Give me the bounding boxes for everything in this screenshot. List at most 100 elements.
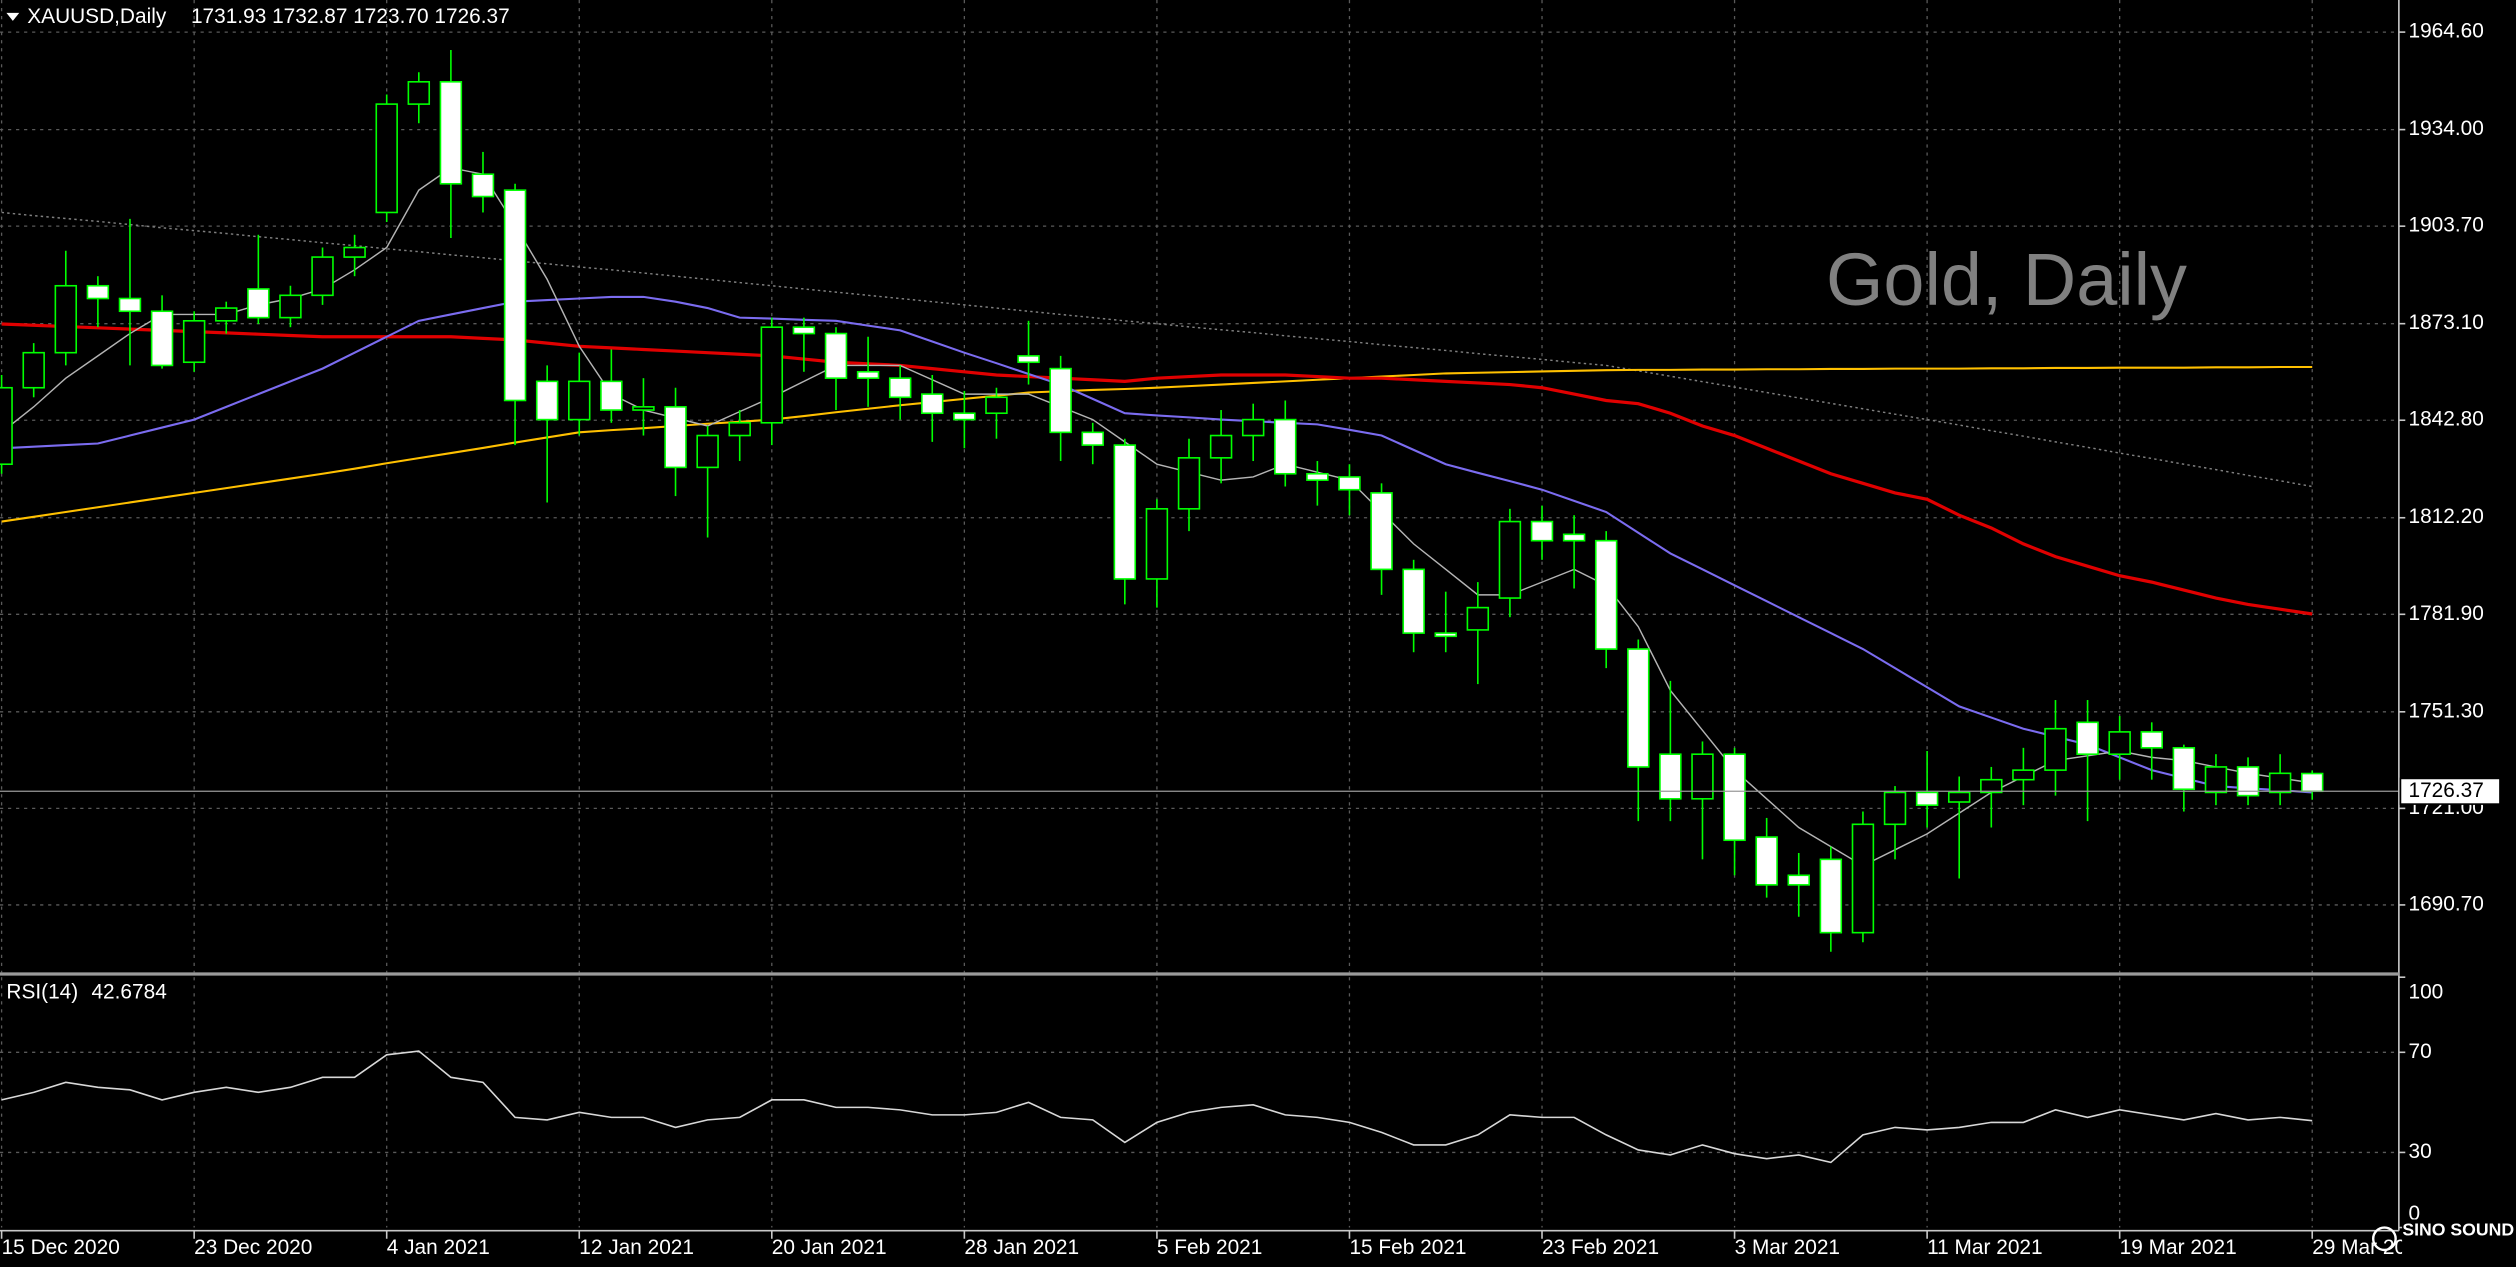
moving-average-line — [1, 295, 2313, 794]
x-tick-label: 12 Jan 2021 — [579, 1236, 694, 1259]
y-tick-label: 70 — [2408, 1040, 2431, 1063]
rsi-title: RSI(14) — [6, 981, 78, 1004]
candle-body — [568, 380, 591, 421]
candle-body — [503, 189, 527, 402]
watermark: Gold, Daily — [1826, 238, 2187, 321]
candle-body — [182, 320, 206, 364]
logo-background — [2402, 1219, 2515, 1265]
x-tick-label: 3 Mar 2021 — [1735, 1236, 1840, 1259]
candle-body — [728, 421, 751, 437]
candle-body — [921, 393, 944, 415]
candle-body — [696, 434, 719, 469]
candle-body — [215, 307, 238, 322]
logo: SINO SOUND — [2371, 1219, 2515, 1265]
candle-body — [1274, 418, 1297, 475]
moving-average-line — [1, 365, 2313, 523]
candle-body — [1819, 858, 1843, 934]
y-tick-label: 1903.70 — [2408, 214, 2483, 237]
candle-body — [1980, 778, 2003, 794]
candle-body — [343, 246, 366, 258]
y-tick-label: 1690.70 — [2408, 892, 2483, 915]
x-tick-label: 20 Jan 2021 — [772, 1236, 887, 1259]
candle-body — [2172, 747, 2196, 791]
candle-body — [1498, 520, 1522, 599]
candle-body — [2268, 772, 2292, 794]
candle-body — [2076, 721, 2099, 756]
current-price-label: 1726.37 — [2408, 779, 2483, 802]
x-tick-label: 29 Mar 2021 — [2312, 1236, 2429, 1259]
y-tick-label: 1934.00 — [2408, 117, 2483, 140]
candle-body — [407, 81, 431, 105]
indicator-line — [1, 1050, 2313, 1164]
symbol-menu-arrow[interactable] — [6, 12, 20, 21]
x-tick-label: 28 Jan 2021 — [964, 1236, 1079, 1259]
candle-body — [311, 256, 334, 297]
price-plot — [0, 49, 2399, 952]
candle-body — [150, 310, 174, 367]
candle-body — [1049, 367, 1072, 434]
candle-body — [471, 173, 495, 198]
candle-body — [1723, 753, 1746, 842]
rsi-value: 42.6784 — [91, 981, 166, 1004]
ohlc-readout: 1731.93 1732.87 1723.70 1726.37 — [191, 5, 510, 28]
candle-body — [1434, 632, 1457, 638]
candle-body — [2236, 766, 2260, 797]
candle-body — [2108, 731, 2131, 756]
y-tick-label: 1873.10 — [2408, 311, 2483, 334]
y-tick-label: 0 — [2408, 1202, 2420, 1225]
y-tick-label: 1781.90 — [2408, 602, 2483, 625]
logo-text: SINO SOUND — [2402, 1219, 2514, 1239]
candle-body — [1883, 791, 1907, 826]
candle-body — [2300, 772, 2324, 793]
candle-body — [1691, 753, 1714, 800]
candle-body — [985, 396, 1008, 415]
candle-body — [1851, 823, 1875, 934]
candle-body — [1594, 539, 1618, 650]
rsi-plot — [1, 1050, 2313, 1164]
candle-body — [2140, 731, 2163, 749]
candle-body — [1306, 472, 1329, 481]
candle-body — [1209, 434, 1233, 459]
candle-body — [1081, 431, 1104, 446]
candle-body — [1402, 568, 1425, 634]
candle-body — [1145, 508, 1169, 580]
x-tick-label: 23 Dec 2020 — [194, 1236, 312, 1259]
y-tick-label: 100 — [2408, 981, 2443, 1004]
candle-body — [856, 370, 880, 379]
candle-body — [2044, 727, 2067, 771]
x-tick-label: 15 Feb 2021 — [1349, 1236, 1466, 1259]
y-tick-label: 1964.60 — [2408, 20, 2483, 43]
candle-body — [86, 284, 110, 300]
candle-body — [535, 380, 559, 421]
y-tick-label: 1751.30 — [2408, 699, 2483, 722]
x-tick-label: 15 Dec 2020 — [2, 1236, 120, 1259]
x-tick-label: 11 Mar 2021 — [1927, 1236, 2043, 1259]
x-tick-label: 23 Feb 2021 — [1542, 1236, 1659, 1259]
candle-body — [1113, 444, 1137, 580]
current-price-box — [2399, 777, 2501, 805]
candle-body — [118, 297, 142, 313]
candle-body — [22, 351, 45, 389]
candle-body — [2012, 769, 2035, 781]
candle-body — [1659, 753, 1682, 800]
candle-body — [1017, 355, 1040, 364]
candle-body — [247, 288, 270, 319]
candle-body — [0, 386, 13, 466]
y-tick-label: 30 — [2408, 1140, 2431, 1163]
candle-body — [279, 294, 302, 319]
candle-body — [1370, 492, 1393, 571]
candle-body — [1241, 418, 1265, 437]
candle-body — [824, 332, 848, 379]
x-tick-label: 19 Mar 2021 — [2120, 1236, 2237, 1259]
candle-body — [664, 406, 687, 469]
candle-body — [1177, 457, 1201, 510]
candle-body — [54, 284, 78, 354]
x-tick-label: 4 Jan 2021 — [387, 1236, 490, 1259]
candle-body — [953, 412, 976, 421]
candle-body — [760, 326, 784, 424]
candle-body — [632, 406, 655, 411]
candle-body — [1530, 520, 1554, 542]
